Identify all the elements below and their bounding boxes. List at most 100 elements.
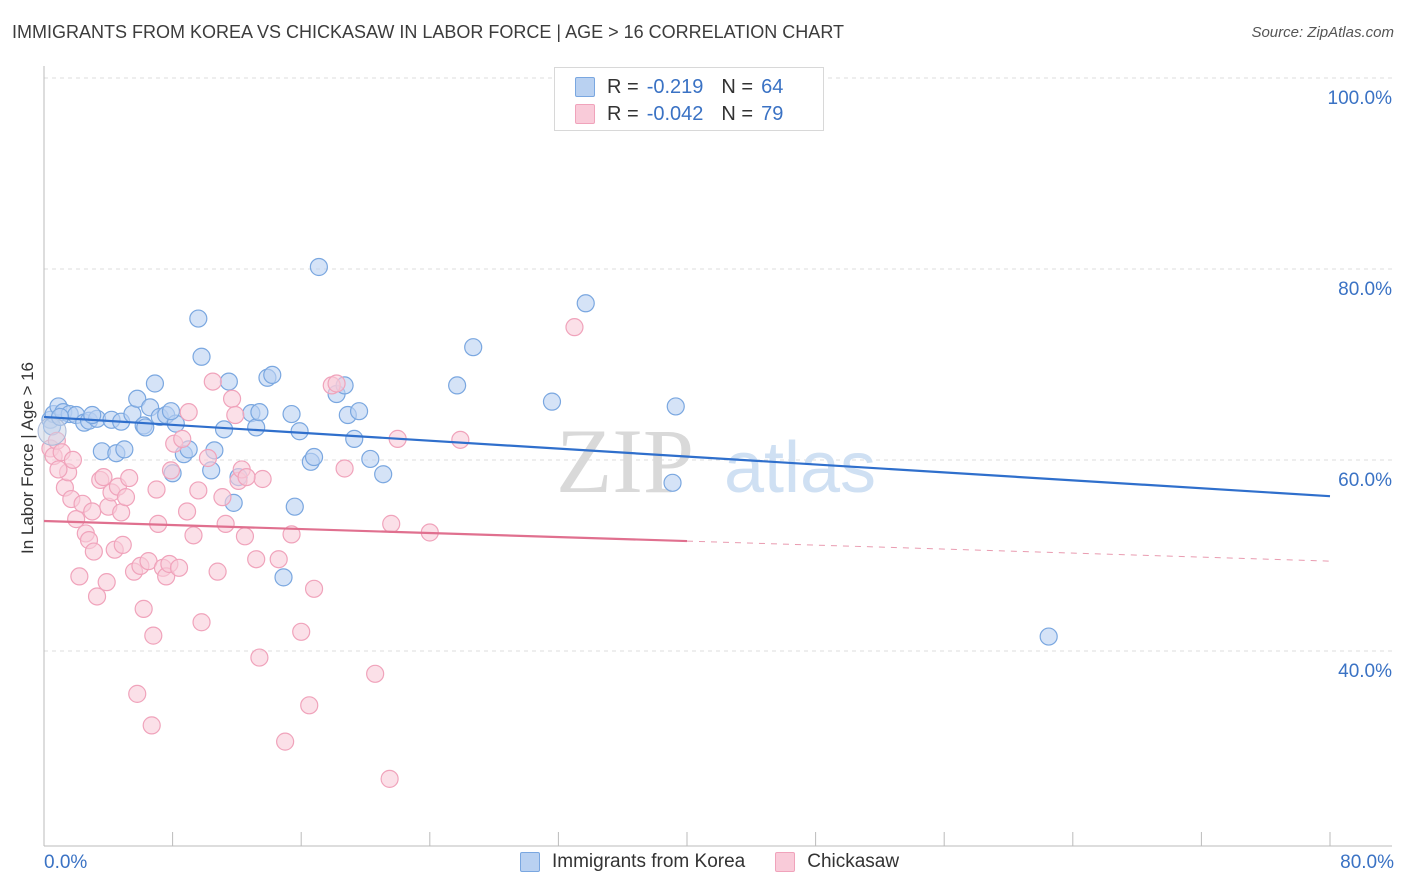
chickasaw-point-51	[213, 488, 232, 507]
chickasaw-swatch	[575, 104, 595, 124]
gridlines	[44, 77, 1392, 652]
chickasaw-point-26	[120, 468, 139, 488]
korea-point-36	[250, 403, 269, 422]
chickasaw-point-45	[184, 526, 203, 545]
data-points	[37, 257, 1058, 788]
chickasaw-point-18	[97, 573, 116, 592]
korea-point-27	[192, 347, 211, 366]
korea-point-13	[115, 440, 134, 459]
chickasaw-point-24	[113, 535, 132, 554]
chickasaw-point-33	[144, 626, 163, 645]
chickasaw-point-48	[198, 448, 218, 468]
chickasaw-point-52	[216, 514, 235, 533]
chickasaw-point-70	[366, 664, 385, 683]
chickasaw-point-23	[112, 503, 131, 522]
chickasaw-point-69	[335, 459, 354, 478]
watermark: ZIP atlas	[556, 410, 876, 512]
legend-item-korea: Immigrants from Korea	[520, 851, 745, 873]
chickasaw-point-61	[269, 550, 288, 569]
korea-point-40	[282, 404, 301, 424]
korea-point-54	[464, 338, 483, 357]
chickasaw-point-17	[94, 467, 113, 487]
korea-point-41	[285, 497, 304, 516]
legend-korea-label: Immigrants from Korea	[552, 851, 746, 872]
chickasaw-point-46	[189, 481, 208, 500]
cluster-point	[37, 416, 67, 446]
korea-point-63	[161, 402, 181, 421]
chickasaw-point-42	[173, 429, 192, 448]
chickasaw-point-72	[382, 514, 401, 533]
chickasaw-point-9	[70, 567, 89, 586]
korea-r-value: -0.219	[646, 75, 704, 98]
chickasaw-trend-extension	[686, 540, 1331, 562]
chickasaw-point-77	[49, 460, 68, 479]
korea-point-57	[663, 473, 682, 492]
chickasaw-point-54	[226, 405, 245, 425]
chickasaw-point-64	[292, 622, 311, 641]
chickasaw-n-label: N =	[721, 102, 754, 125]
x-axis-max-label: 80.0%	[1340, 852, 1394, 873]
legend-row-korea: R = -0.219 N = 64	[575, 73, 783, 101]
correlation-legend: R = -0.219 N = 64 R = -0.042 N = 79	[554, 67, 824, 131]
korea-point-53	[448, 376, 467, 395]
korea-point-39	[274, 568, 293, 587]
chickasaw-point-53	[222, 389, 242, 408]
chickasaw-point-44	[179, 403, 198, 422]
chickasaw-point-57	[235, 527, 255, 546]
korea-point-35	[247, 418, 266, 437]
chickasaw-point-60	[253, 469, 272, 489]
trend-lines	[43, 415, 1331, 562]
chickasaw-r-value: -0.042	[646, 102, 704, 125]
chickasaw-point-50	[208, 562, 227, 581]
korea-point-59	[1039, 627, 1058, 646]
korea-point-26	[189, 309, 208, 328]
chickasaw-r-label: R =	[607, 102, 639, 125]
korea-point-31	[219, 372, 238, 391]
chickasaw-point-49	[203, 372, 222, 391]
legend-korea-swatch	[520, 852, 540, 872]
chickasaw-point-59	[250, 648, 269, 667]
korea-point-56	[576, 294, 595, 313]
chickasaw-point-43	[177, 502, 197, 521]
y-tick-label-60: 60.0%	[1338, 470, 1392, 491]
watermark-atlas: atlas	[724, 428, 876, 508]
korea-trend-line	[43, 415, 1331, 498]
chickasaw-point-62	[276, 732, 295, 751]
chickasaw-point-28	[128, 684, 147, 703]
series-legend: Immigrants from Korea Chickasaw	[520, 851, 929, 873]
y-tick-label-80: 80.0%	[1338, 279, 1392, 300]
korea-point-38	[263, 365, 282, 385]
watermark-zip: ZIP	[556, 410, 694, 512]
chart-title: IMMIGRANTS FROM KOREA VS CHICKASAW IN LA…	[12, 22, 844, 42]
chickasaw-point-68	[327, 374, 346, 393]
korea-point-17	[136, 418, 155, 437]
chickasaw-point-75	[451, 430, 470, 449]
chickasaw-point-41	[169, 558, 189, 577]
korea-point-19	[145, 374, 165, 393]
chickasaw-n-value: 79	[761, 102, 784, 125]
source-label: Source: ZipAtlas.com	[1251, 24, 1394, 41]
chickasaw-point-8	[67, 510, 86, 529]
korea-n-label: N =	[721, 75, 754, 98]
chickasaw-trend-line	[43, 519, 688, 543]
chickasaw-point-32	[142, 716, 161, 735]
chickasaw-point-65	[300, 696, 319, 715]
chickasaw-point-39	[161, 461, 181, 480]
chickasaw-point-15	[87, 587, 107, 606]
y-tick-labels: 100.0% 80.0% 60.0% 40.0%	[1328, 88, 1393, 682]
korea-r-label: R =	[607, 75, 639, 98]
legend-item-chickasaw: Chickasaw	[775, 851, 899, 873]
chickasaw-point-34	[147, 480, 166, 499]
legend-chickasaw-swatch	[775, 852, 796, 872]
chickasaw-point-66	[304, 579, 324, 598]
chickasaw-point-47	[192, 613, 211, 632]
korea-point-15	[128, 389, 147, 408]
chickasaw-point-76	[565, 318, 584, 337]
korea-point-52	[374, 465, 393, 484]
korea-point-50	[349, 402, 369, 421]
korea-swatch	[575, 77, 595, 97]
korea-point-44	[304, 447, 324, 467]
korea-point-51	[361, 449, 380, 469]
x-axis-min-label: 0.0%	[44, 852, 88, 873]
